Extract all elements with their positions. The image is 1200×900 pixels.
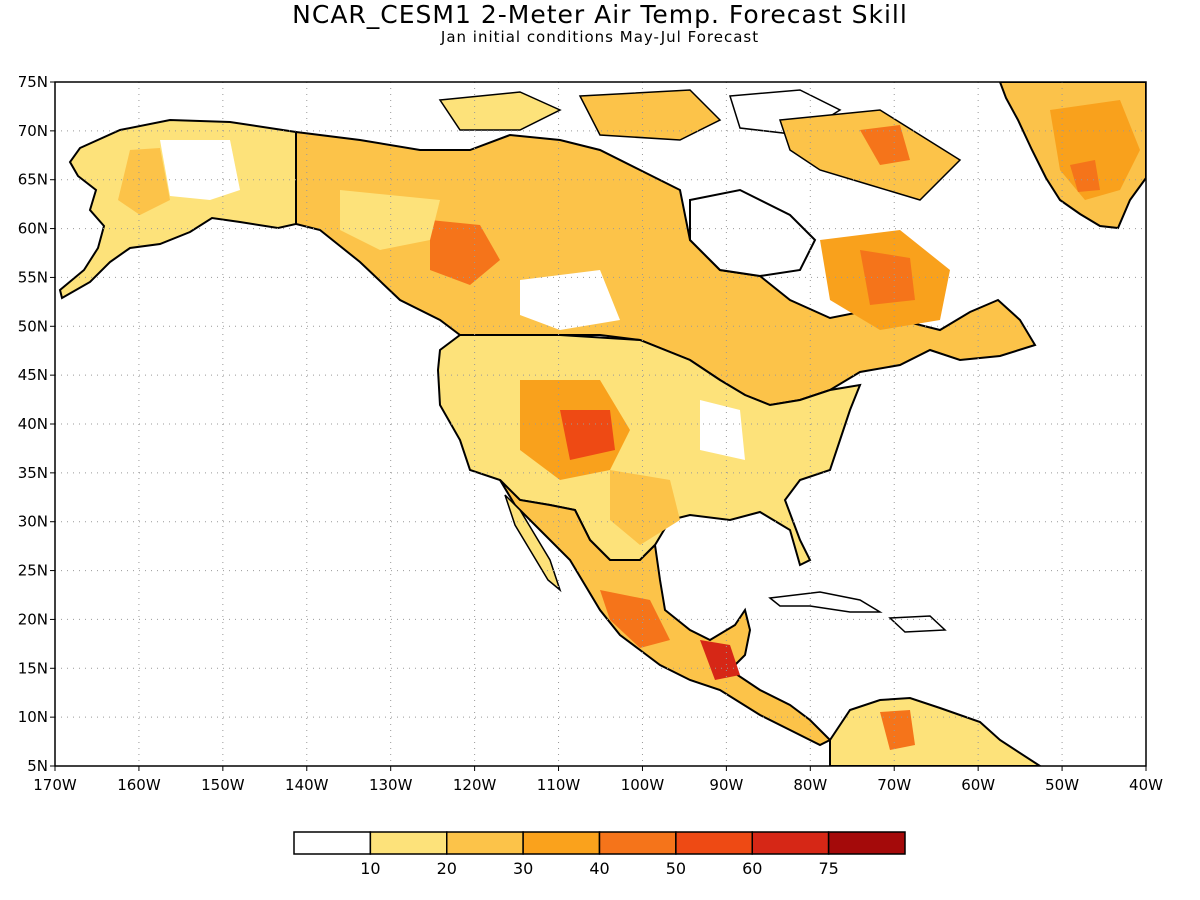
lat-tick-label: 45N [18,366,48,384]
lat-tick-label: 50N [18,317,48,335]
lon-tick-label: 40W [1129,776,1163,794]
colorbar-label: 40 [589,859,609,878]
hudson-bay [689,188,817,278]
lat-tick-label: 25N [18,562,48,580]
graticule [55,82,1146,766]
colorbar-swatch [293,831,372,855]
skill-shading [700,400,745,460]
alaska-landmass [58,118,297,300]
map-axes: 75N 70N 65N 60N 55N 50N 45N 40N 35N 30N 25N 20N 15N 1… [18,73,1163,794]
hispaniola [888,615,947,633]
map-title: NCAR_CESM1 2-Meter Air Temp. Forecast Sk… [292,0,908,29]
lat-tick-label: 20N [18,610,48,628]
colorbar-label: 20 [437,859,457,878]
lat-tick-label: 55N [18,268,48,286]
skill-shading [610,470,680,545]
arctic-islands [438,91,562,131]
lon-tick-label: 80W [793,776,827,794]
lat-tick-label: 60N [18,220,48,238]
colorbar-label: 60 [742,859,762,878]
baja-california [504,494,562,593]
lon-tick-label: 110W [537,776,581,794]
mexico-landmass [499,479,832,747]
skill-shading [160,140,240,200]
colorbar-swatch [522,831,601,855]
lon-tick-label: 70W [877,776,911,794]
colorbar-label: 10 [360,859,380,878]
lat-tick-label: 15N [18,659,48,677]
colorbar: 10 20 30 40 50 60 75 [293,831,906,878]
skill-shading [560,410,615,460]
skill-shading [1070,160,1100,192]
skill-shading [860,250,915,305]
lat-tick-label: 5N [27,757,48,775]
colorbar-swatch [675,831,753,855]
skill-shading [880,710,915,750]
skill-shading [430,220,500,285]
colorbar-label: 30 [513,859,533,878]
colorbar-swatch [598,831,677,855]
lon-tick-label: 60W [961,776,995,794]
lat-tick-label: 10N [18,708,48,726]
colorbar-label: 75 [818,859,838,878]
skill-shading [700,640,740,680]
skill-shading [118,148,170,215]
lon-tick-label: 100W [621,776,665,794]
skill-shading [1050,100,1140,200]
arctic-islands [778,109,962,201]
lat-tick-label: 40N [18,415,48,433]
lat-tick-label: 70N [18,122,48,140]
south-america-landmass [829,696,1042,766]
map-plot-area [58,82,1146,766]
colorbar-swatch [751,831,830,855]
lon-tick-label: 90W [709,776,743,794]
lon-tick-label: 50W [1045,776,1079,794]
lon-tick-label: 120W [453,776,497,794]
skill-shading [600,590,670,648]
lon-tick-label: 160W [117,776,161,794]
arctic-islands [578,89,722,141]
colorbar-swatch [827,831,906,855]
skill-shading [520,270,620,330]
colorbar-label: 50 [666,859,686,878]
lat-tick-label: 30N [18,513,48,531]
lat-tick-label: 65N [18,171,48,189]
arctic-islands [860,125,910,165]
lon-tick-label: 130W [369,776,413,794]
lon-tick-label: 170W [33,776,77,794]
colorbar-swatch [369,831,448,855]
lon-tick-label: 150W [201,776,245,794]
lat-tick-label: 35N [18,464,48,482]
lon-tick-label: 140W [285,776,329,794]
lat-tick-label: 75N [18,73,48,91]
skill-shading [340,190,440,250]
colorbar-swatch [446,831,524,855]
cuba [768,591,883,613]
map-subtitle: Jan initial conditions May-Jul Forecast [440,28,760,46]
